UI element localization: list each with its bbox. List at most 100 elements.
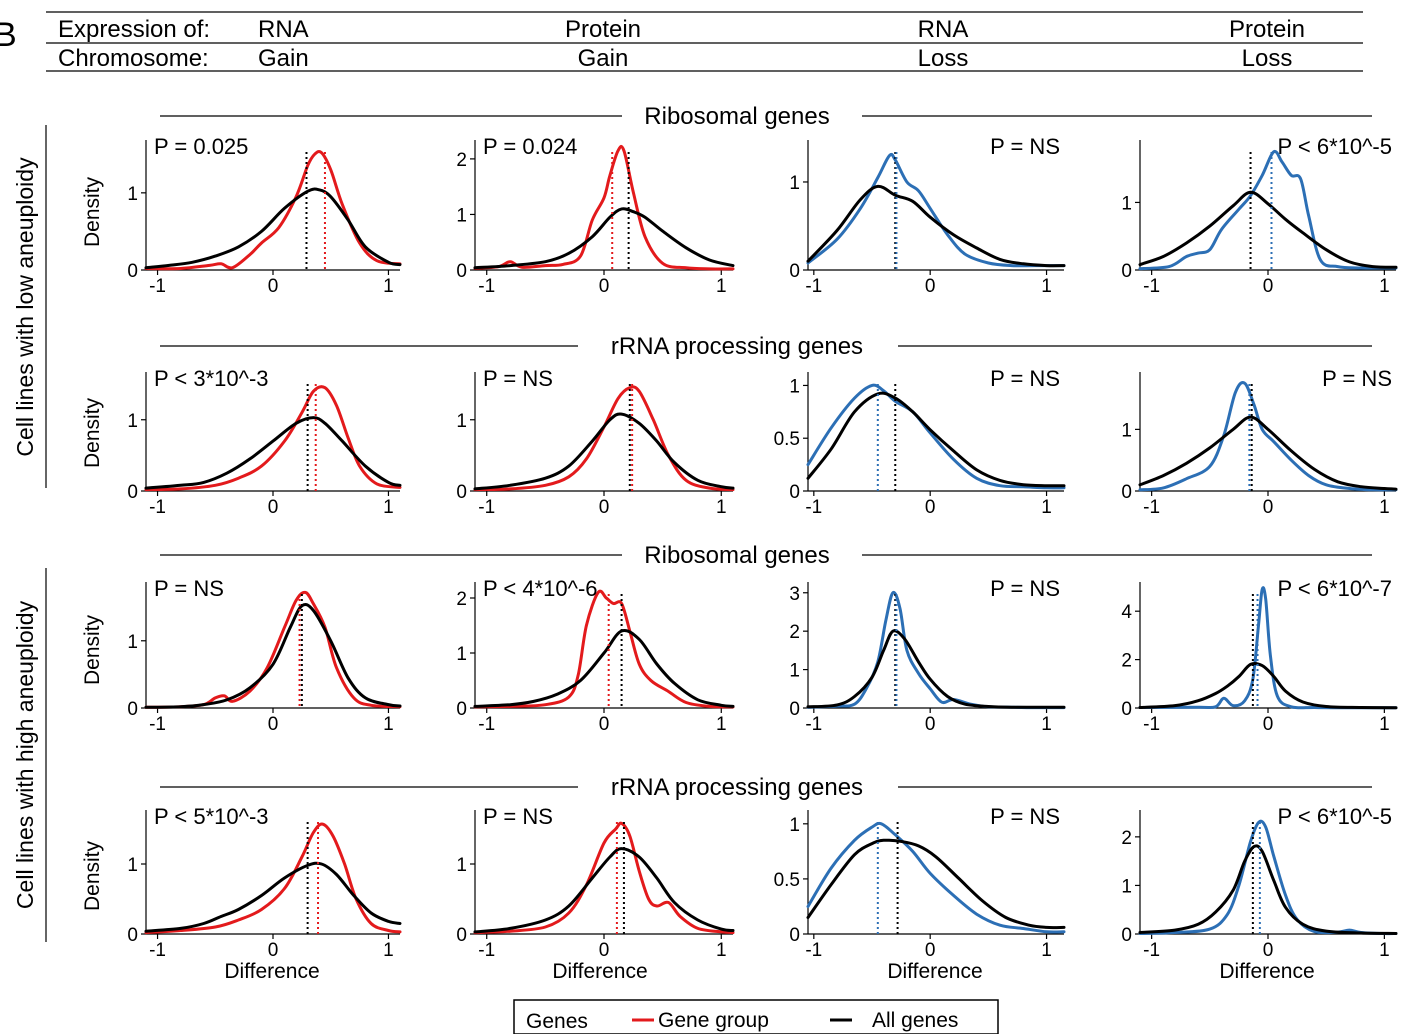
panel-1-2: -1 0 1 0 1 2 P = 0.024 xyxy=(456,134,735,297)
x-tick-label: 0 xyxy=(925,497,936,518)
x-tick-label: -1 xyxy=(1143,714,1160,735)
all-genes-density-curve xyxy=(473,847,735,934)
y-tick-label: 0 xyxy=(456,261,467,282)
y-tick-label: 0 xyxy=(1121,925,1132,946)
all-genes-density-curve xyxy=(144,416,402,490)
x-tick-label: -1 xyxy=(478,714,495,735)
x-tick-label: 0 xyxy=(599,276,610,297)
header-col2-chromosome: Gain xyxy=(578,45,629,72)
x-tick-label: 1 xyxy=(1041,714,1052,735)
x-axis-label-col2: Difference xyxy=(552,960,647,983)
p-value-label: P = NS xyxy=(154,576,224,601)
gene-group-density-curve xyxy=(144,385,402,492)
y-axis-label-row3: Density xyxy=(81,614,104,685)
y-tick-label: 0 xyxy=(456,925,467,946)
y-tick-label: 2 xyxy=(456,589,467,610)
legend-box xyxy=(513,999,999,1034)
density-label-3: Density xyxy=(81,614,104,685)
p-value-label: P < 3*10^-3 xyxy=(154,366,269,391)
x-tick-label: 1 xyxy=(383,497,394,518)
header-col4-chromosome: Loss xyxy=(1242,45,1293,72)
x-tick-label: 1 xyxy=(383,714,394,735)
y-tick-label: 0 xyxy=(127,261,138,282)
y-tick-label: 1 xyxy=(789,661,800,682)
y-tick-label: 0 xyxy=(789,482,800,503)
x-tick-label: 0 xyxy=(1263,940,1274,961)
y-tick-label: 3 xyxy=(789,584,800,605)
x-tick-label: 1 xyxy=(1379,276,1390,297)
legend-label-all-genes: All genes xyxy=(872,1009,958,1032)
x-axis-label-col4: Difference xyxy=(1219,960,1314,983)
x-tick-label: 0 xyxy=(599,497,610,518)
p-value-label: P = NS xyxy=(483,804,553,829)
panel-title-4: rRNA processing genes xyxy=(160,774,1372,801)
gene-group-density-curve xyxy=(1138,819,1398,936)
x-tick-label: -1 xyxy=(1143,276,1160,297)
x-tick-label: 1 xyxy=(716,714,727,735)
panel-4-3: -1 0 100.51 P = NS xyxy=(774,804,1066,961)
header-col4-expression: Protein xyxy=(1229,16,1305,43)
y-tick-label: 1 xyxy=(1121,420,1132,441)
row-group-label-low-text: Cell lines with low aneuploidy xyxy=(12,157,38,457)
p-value-label: P = NS xyxy=(990,804,1060,829)
panel-title-3: Ribosomal genes xyxy=(160,542,1372,569)
panel-title-2: rRNA processing genes xyxy=(160,333,1372,360)
x-tick-label: 1 xyxy=(716,276,727,297)
x-tick-label: -1 xyxy=(149,714,166,735)
y-axis-label-row1: Density xyxy=(81,176,104,247)
x-tick-label: -1 xyxy=(805,276,822,297)
x-tick-label: 1 xyxy=(1379,497,1390,518)
gene-group-density-curve xyxy=(473,385,735,492)
panel-4-2: -1 0 1 0 1 P = NS xyxy=(456,804,735,961)
y-tick-label: 1 xyxy=(456,644,467,665)
all-genes-density-curve xyxy=(1138,661,1398,710)
all-genes-density-curve xyxy=(473,207,735,270)
row-group-label-high-text: Cell lines with high aneuploidy xyxy=(12,600,38,909)
p-value-label: P < 5*10^-3 xyxy=(154,804,269,829)
panel-title-1: Ribosomal genes xyxy=(160,103,1372,130)
p-value-label: P = 0.025 xyxy=(154,134,248,159)
y-tick-label: 0 xyxy=(127,699,138,720)
y-tick-label: 1 xyxy=(456,855,467,876)
gene-group-density-curve xyxy=(806,590,1066,710)
x-tick-label: -1 xyxy=(805,714,822,735)
p-value-label: P = NS xyxy=(990,366,1060,391)
panel-3-1: -1 0 1 0 1 P = NS xyxy=(127,576,402,735)
x-tick-label: -1 xyxy=(805,497,822,518)
x-tick-label: 1 xyxy=(1041,940,1052,961)
p-value-label: P < 4*10^-6 xyxy=(483,576,598,601)
density-label-2: Density xyxy=(81,397,104,468)
gene-group-density-curve xyxy=(144,822,402,935)
y-tick-label: 2 xyxy=(1121,828,1132,849)
x-tick-label: 1 xyxy=(1379,940,1390,961)
x-tick-label: -1 xyxy=(1143,497,1160,518)
y-tick-label: 2 xyxy=(789,622,800,643)
panel-2-4: -1 0 1 0 1 P = NS xyxy=(1121,366,1398,518)
x-tick-label: -1 xyxy=(149,276,166,297)
all-genes-density-curve xyxy=(1138,415,1398,491)
panel-1-4: -1 0 1 0 1 P < 6*10^-5 xyxy=(1121,134,1398,297)
gene-group-density-curve xyxy=(806,821,1066,934)
p-value-label: P = NS xyxy=(483,366,553,391)
x-tick-label: 0 xyxy=(599,714,610,735)
p-value-label: P < 6*10^-7 xyxy=(1277,576,1392,601)
y-tick-label: 1 xyxy=(456,205,467,226)
all-genes-density-curve xyxy=(473,412,735,491)
y-tick-label: 0 xyxy=(456,482,467,503)
p-value-label: P = 0.024 xyxy=(483,134,577,159)
gene-group-density-curve xyxy=(473,144,735,271)
all-genes-density-curve xyxy=(1138,844,1398,935)
x-tick-label: 1 xyxy=(1041,497,1052,518)
y-tick-label: 0 xyxy=(127,482,138,503)
p-value-label: P = NS xyxy=(990,576,1060,601)
panel-1-1: -1 0 1 0 1 P = 0.025 xyxy=(127,134,402,297)
gene-group-density-curve xyxy=(473,821,735,935)
x-tick-label: 1 xyxy=(1041,276,1052,297)
panel-3-4: -1 0 1 0 2 4 P < 6*10^-7 xyxy=(1121,576,1398,735)
all-genes-density-curve xyxy=(806,184,1066,268)
x-tick-label: -1 xyxy=(805,940,822,961)
row-group-label-high: Cell lines with high aneuploidy xyxy=(12,568,47,942)
x-tick-label: 0 xyxy=(1263,497,1274,518)
